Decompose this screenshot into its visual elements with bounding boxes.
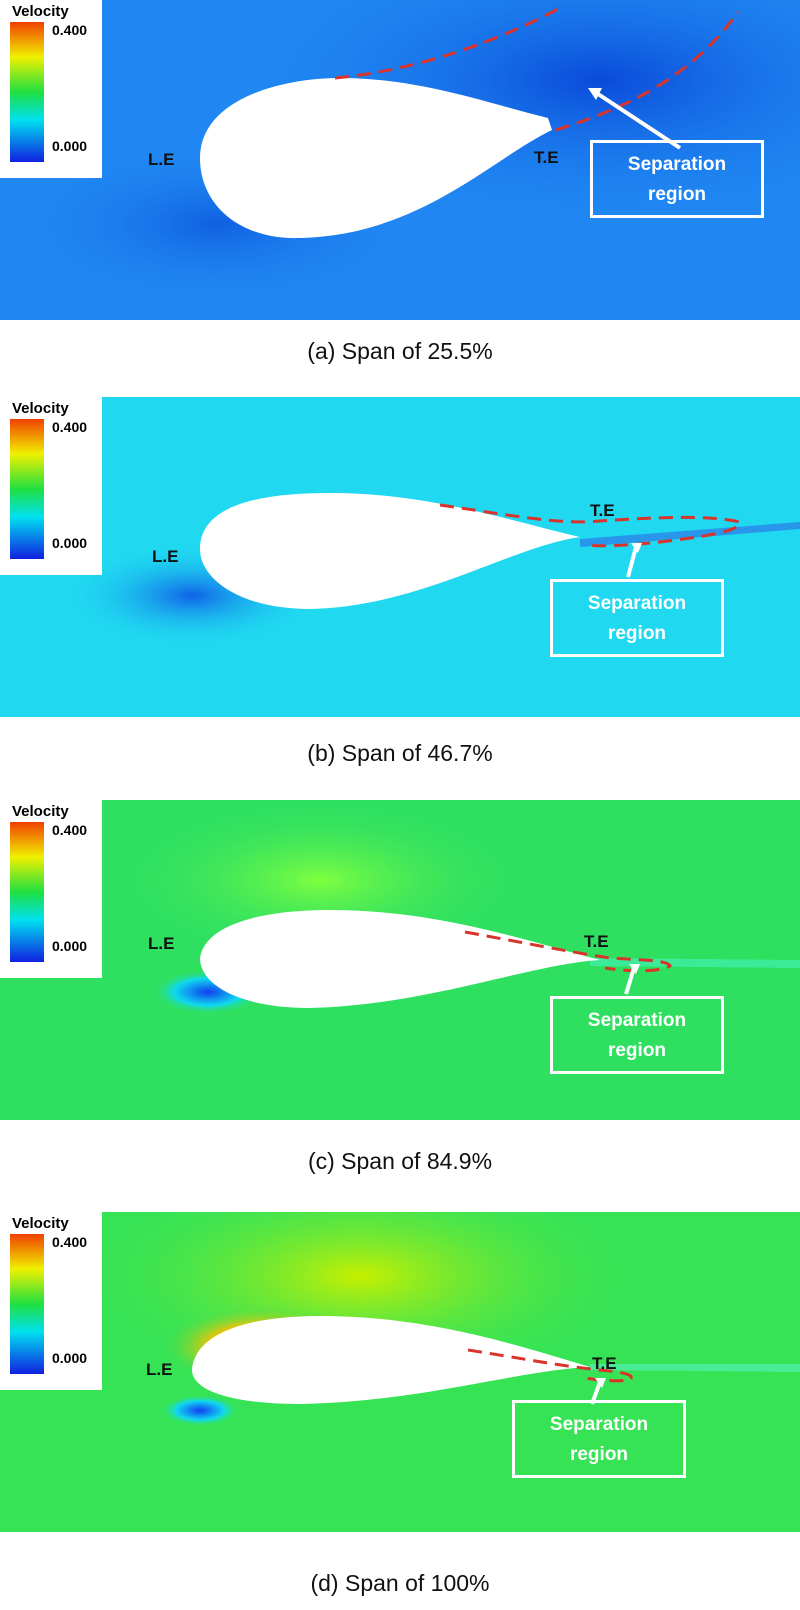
- separation-region-box: Separation region: [550, 996, 724, 1074]
- trailing-edge-label: T.E: [534, 148, 559, 167]
- separation-label-line2: region: [569, 1444, 629, 1465]
- trailing-edge-label: T.E: [592, 1354, 617, 1373]
- arrowhead-d: [595, 1378, 606, 1388]
- leading-edge-label: L.E: [148, 150, 175, 169]
- separation-line-a-lower: [555, 11, 740, 132]
- legend-colorbar: [10, 22, 44, 162]
- trailing-edge-label: T.E: [590, 501, 615, 520]
- arrowhead-b: [631, 543, 642, 553]
- separation-region-box: Separation region: [512, 1400, 686, 1478]
- separation-region-box: Separation region: [550, 579, 724, 657]
- legend-min-value: 0.000: [52, 535, 88, 551]
- wake-streak: [590, 1364, 800, 1372]
- leading-edge-label: L.E: [146, 1360, 173, 1379]
- legend-min-value: 0.000: [52, 138, 88, 154]
- contour-panel-a: Velocity 0.400 0.000 L.E T.E Separation …: [0, 0, 800, 320]
- legend-title: Velocity: [12, 400, 69, 417]
- separation-region-box: Separation region: [590, 140, 764, 218]
- caption-d: (d) Span of 100%: [310, 1570, 490, 1596]
- airfoil-b: [200, 493, 580, 609]
- separation-line-a-upper: [334, 6, 561, 80]
- contour-panel-b: Velocity 0.400 0.000 L.E T.E Separation …: [0, 397, 800, 717]
- leading-edge-label: L.E: [152, 547, 179, 566]
- wake-streak: [580, 522, 800, 547]
- legend-a: Velocity 0.400 0.000: [0, 0, 102, 178]
- separation-line-b: [439, 503, 742, 548]
- airfoil-d: [192, 1316, 590, 1404]
- legend-title: Velocity: [12, 803, 69, 820]
- airfoil-c: [200, 910, 600, 1008]
- legend-c: Velocity 0.400 0.000: [0, 800, 102, 978]
- separation-line-d: [467, 1348, 633, 1383]
- caption-b: (b) Span of 46.7%: [307, 740, 493, 766]
- separation-label-line2: region: [607, 623, 667, 644]
- legend-max-value: 0.400: [52, 22, 88, 38]
- arrow-b: [626, 546, 638, 578]
- contour-panel-d: Velocity 0.400 0.000 L.E T.E Separation …: [0, 1212, 800, 1532]
- legend-colorbar: [10, 1234, 44, 1374]
- separation-label-line2: region: [607, 1040, 667, 1061]
- arrow-a: [593, 90, 682, 150]
- arrowhead-c: [629, 964, 640, 974]
- legend-d: Velocity 0.400 0.000: [0, 1212, 102, 1390]
- legend-max-value: 0.400: [52, 1234, 88, 1250]
- separation-label-line1: Separation: [587, 593, 687, 614]
- arrowhead-a: [588, 88, 602, 100]
- separation-line-c: [464, 930, 672, 973]
- velocity-field-d: [0, 1212, 800, 1532]
- contour-panel-c: Velocity 0.400 0.000 L.E T.E Separation …: [0, 800, 800, 1120]
- legend-title: Velocity: [12, 3, 69, 20]
- legend-colorbar: [10, 419, 44, 559]
- legend-colorbar: [10, 822, 44, 962]
- arrow-c: [624, 967, 636, 995]
- legend-max-value: 0.400: [52, 822, 88, 838]
- trailing-edge-label: T.E: [584, 932, 609, 951]
- separation-label-line1: Separation: [587, 1010, 687, 1031]
- legend-max-value: 0.400: [52, 419, 88, 435]
- caption-a: (a) Span of 25.5%: [307, 338, 493, 364]
- legend-min-value: 0.000: [52, 1350, 88, 1366]
- velocity-field-c: [0, 800, 800, 1120]
- leading-edge-label: L.E: [148, 934, 175, 953]
- velocity-field-a: [0, 0, 800, 320]
- legend-b: Velocity 0.400 0.000: [0, 397, 102, 575]
- separation-label-line1: Separation: [627, 154, 727, 175]
- caption-c: (c) Span of 84.9%: [307, 1148, 493, 1174]
- separation-label-line1: Separation: [549, 1414, 649, 1435]
- separation-label-line2: region: [647, 184, 707, 205]
- legend-title: Velocity: [12, 1215, 69, 1232]
- velocity-field-b: [0, 397, 800, 717]
- legend-min-value: 0.000: [52, 938, 88, 954]
- airfoil-a: [200, 78, 552, 239]
